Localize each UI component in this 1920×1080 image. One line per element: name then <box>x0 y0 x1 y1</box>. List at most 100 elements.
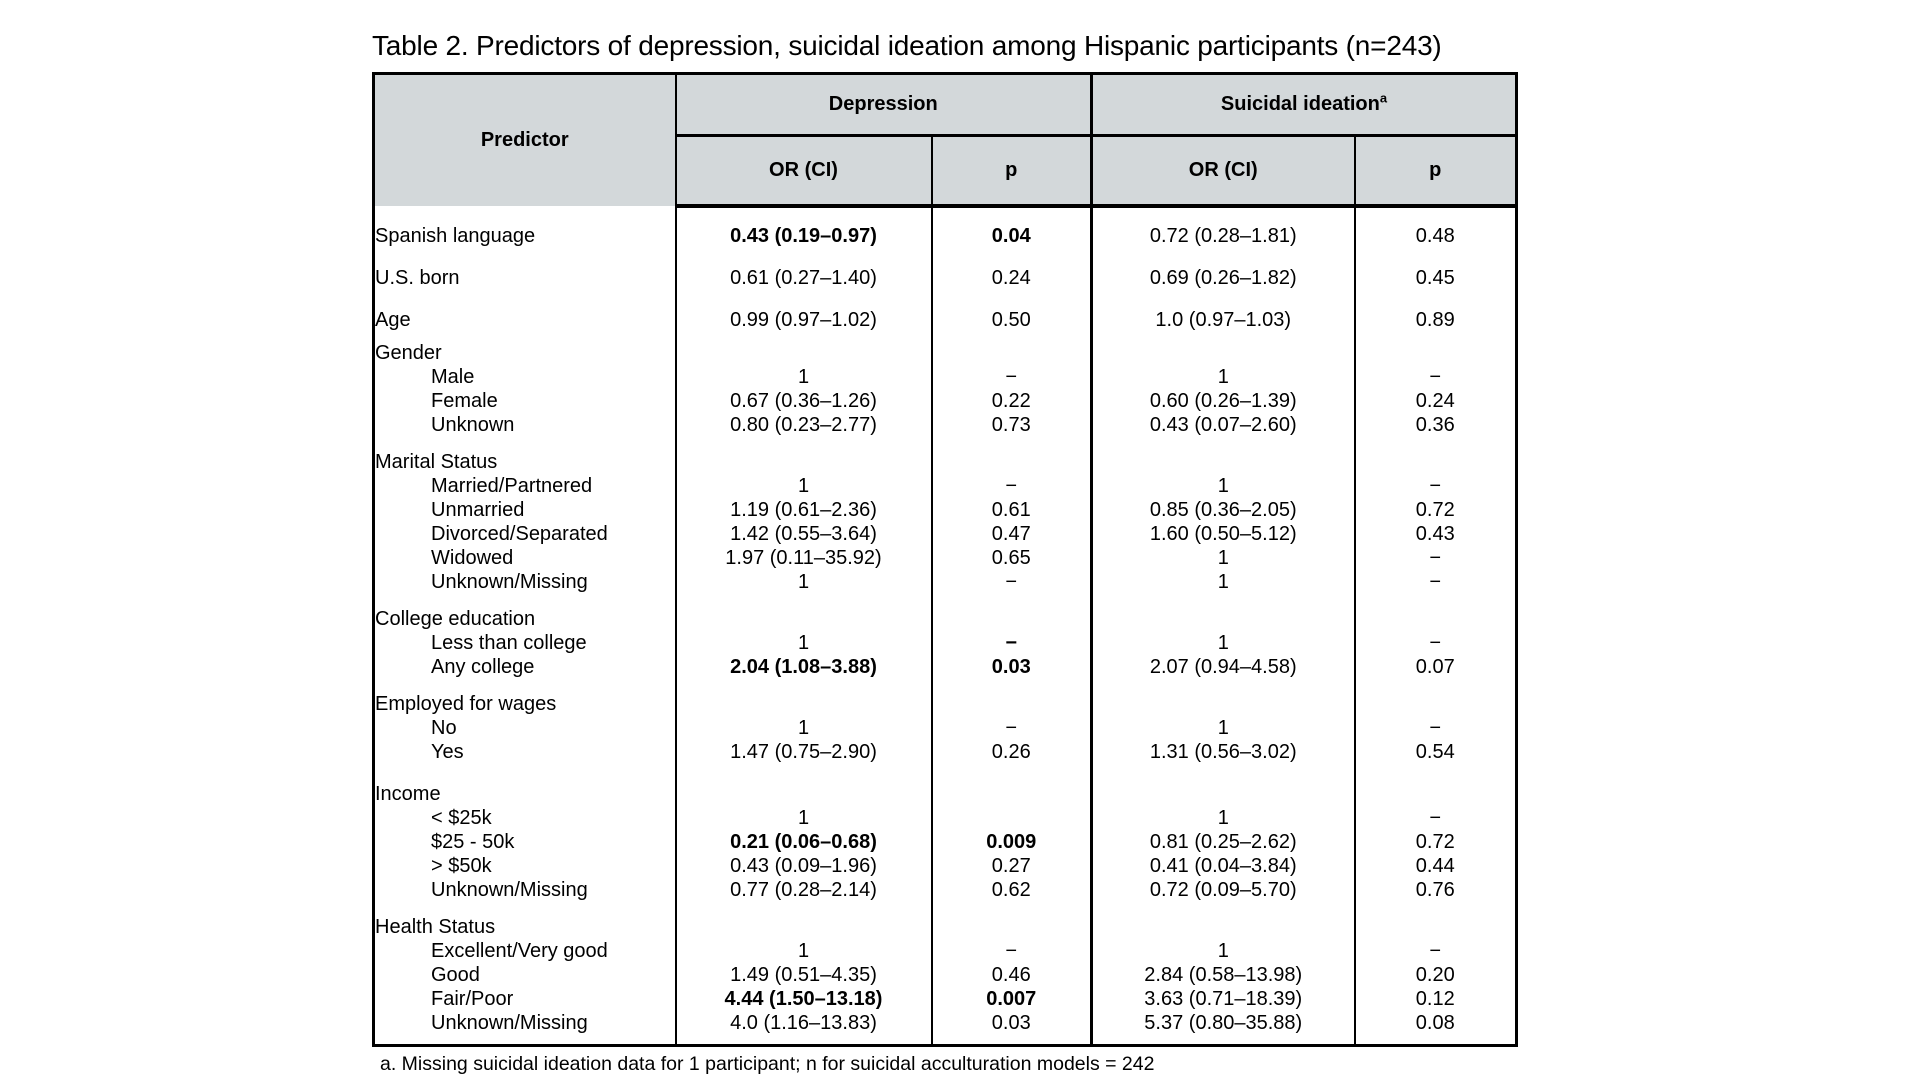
value-cell: 1 <box>675 716 933 741</box>
header-or-ci-depression: OR (CI) <box>675 135 933 208</box>
value-cell: 0.72 <box>1415 499 1455 521</box>
header-p-depression: p <box>931 135 1093 208</box>
value-cell: 0.72 (0.09–5.70) <box>1091 878 1356 903</box>
predictor-label: Female <box>373 389 677 414</box>
value-cell <box>1091 450 1356 475</box>
value-cell: 0.07 <box>1415 656 1455 678</box>
value-cell: 1 <box>1091 806 1356 831</box>
value-cell <box>1355 765 1517 783</box>
table-row: $25 - 50k 0.21 (0.06–0.68) 0.009 0.81 (0.25… <box>373 830 1517 855</box>
value-cell <box>1355 903 1517 916</box>
header-group-row: Predictor Depression Suicidal ideationa <box>373 73 1517 206</box>
value-cell: 1 <box>675 474 933 499</box>
predictor-label <box>373 205 677 216</box>
value-cell: − <box>931 570 1093 595</box>
table-row: Excellent/Very good 1−1− <box>373 939 1517 964</box>
table-row: Unmarried 1.19 (0.61–2.36) 0.61 0.85 (0.36–… <box>373 498 1517 523</box>
group-label: Income <box>373 782 677 807</box>
value-cell: 1 <box>1091 365 1356 390</box>
group-header-row: Marital Status <box>373 450 1517 475</box>
value-cell: 0.81 (0.25–2.62) <box>1091 830 1356 855</box>
value-cell: 4.0 (1.16–13.83) <box>675 1011 933 1036</box>
group-header-row: Employed for wages <box>373 692 1517 717</box>
predictor-label: Male <box>373 365 677 390</box>
value-cell <box>675 205 933 216</box>
predictor-label: Fair/Poor <box>373 987 677 1012</box>
predictor-label: Yes <box>373 740 677 765</box>
predictor-label: Divorced/Separated <box>373 522 677 547</box>
value-cell: 0.04 <box>931 215 1093 258</box>
table-row: Unknown/Missing 0.77 (0.28–2.14) 0.62 0.72 … <box>373 878 1517 903</box>
value-cell: 5.37 (0.80–35.88) <box>1091 1011 1356 1036</box>
value-cell: 1 <box>675 939 933 964</box>
value-cell <box>1355 916 1517 940</box>
value-cell <box>1355 680 1517 693</box>
spacer-row <box>373 902 1517 916</box>
group-label: College education <box>373 607 677 632</box>
value-cell <box>1091 764 1356 783</box>
spacer-row <box>373 764 1517 783</box>
value-cell <box>931 806 1093 831</box>
predictor-label: Excellent/Very good <box>373 939 677 964</box>
value-cell <box>1091 205 1356 216</box>
value-cell <box>1091 607 1356 632</box>
value-cell: 0.43 <box>1415 523 1455 545</box>
value-cell <box>1355 1036 1517 1046</box>
value-cell: 0.67 (0.36–1.26) <box>675 389 933 414</box>
value-cell: − <box>1429 940 1442 962</box>
group-header-row: Health Status <box>373 915 1517 940</box>
value-cell: 0.46 <box>931 963 1093 988</box>
group-header-row: College education <box>373 607 1517 632</box>
value-cell <box>931 782 1093 807</box>
value-cell <box>931 902 1093 916</box>
value-cell: 0.007 <box>931 987 1093 1012</box>
table-row: Fair/Poor 4.44 (1.50–13.18) 0.007 3.63 (0.7… <box>373 987 1517 1012</box>
table-footnote: a. Missing suicidal ideation data for 1 … <box>380 1053 1155 1075</box>
value-cell: 0.61 (0.27–1.40) <box>675 257 933 300</box>
predictor-label <box>373 764 677 783</box>
spacer-row <box>373 437 1517 451</box>
value-cell: 0.43 (0.19–0.97) <box>675 215 933 258</box>
value-cell: 0.50 <box>931 299 1093 342</box>
header-group-depression: Depression <box>675 73 1093 137</box>
value-cell: 0.41 (0.04–3.84) <box>1091 854 1356 879</box>
header-predictor: Predictor <box>373 73 677 206</box>
value-cell <box>1091 782 1356 807</box>
table-row: Age 0.99 (0.97–1.02) 0.50 1.0 (0.97–1.03) 0.… <box>373 299 1517 342</box>
value-cell <box>675 915 933 940</box>
predictor-label: > $50k <box>373 854 677 879</box>
value-cell: 0.65 <box>931 546 1093 571</box>
value-cell <box>931 450 1093 475</box>
table-row: No 1−1− <box>373 716 1517 741</box>
value-cell: − <box>1429 807 1442 829</box>
value-cell: 0.69 (0.26–1.82) <box>1091 257 1356 300</box>
value-cell <box>675 450 933 475</box>
value-cell: − <box>1429 366 1442 388</box>
predictors-table: Predictor Depression Suicidal ideationa … <box>372 72 1518 1047</box>
value-cell: 1.19 (0.61–2.36) <box>675 498 933 523</box>
value-cell <box>675 782 933 807</box>
table-row: Married/Partnered 1−1− <box>373 474 1517 499</box>
value-cell <box>931 341 1093 366</box>
group-label: Gender <box>373 341 677 366</box>
predictor-label: Widowed <box>373 546 677 571</box>
value-cell: 0.43 (0.07–2.60) <box>1091 413 1356 438</box>
predictor-label <box>373 679 677 693</box>
predictor-label: Unmarried <box>373 498 677 523</box>
value-cell: − <box>931 474 1093 499</box>
value-cell: 1.42 (0.55–3.64) <box>675 522 933 547</box>
table-row: Any college 2.04 (1.08–3.88) 0.03 2.07 (0.9… <box>373 655 1517 680</box>
value-cell: 1 <box>675 365 933 390</box>
header-subcol-row: OR (CI) p OR (CI) p <box>374 135 1517 208</box>
spacer-row <box>373 594 1517 608</box>
predictor-label: $25 - 50k <box>373 830 677 855</box>
spacer-row <box>373 1035 1517 1046</box>
predictor-label <box>373 1035 677 1045</box>
table-header: Predictor Depression Suicidal ideationa … <box>373 73 1517 208</box>
predictor-label: No <box>373 716 677 741</box>
value-cell <box>1355 693 1517 717</box>
value-cell: 1.0 (0.97–1.03) <box>1091 299 1356 342</box>
predictor-label: Good <box>373 963 677 988</box>
value-cell <box>1091 915 1356 940</box>
predictor-label: U.S. born <box>373 257 677 300</box>
